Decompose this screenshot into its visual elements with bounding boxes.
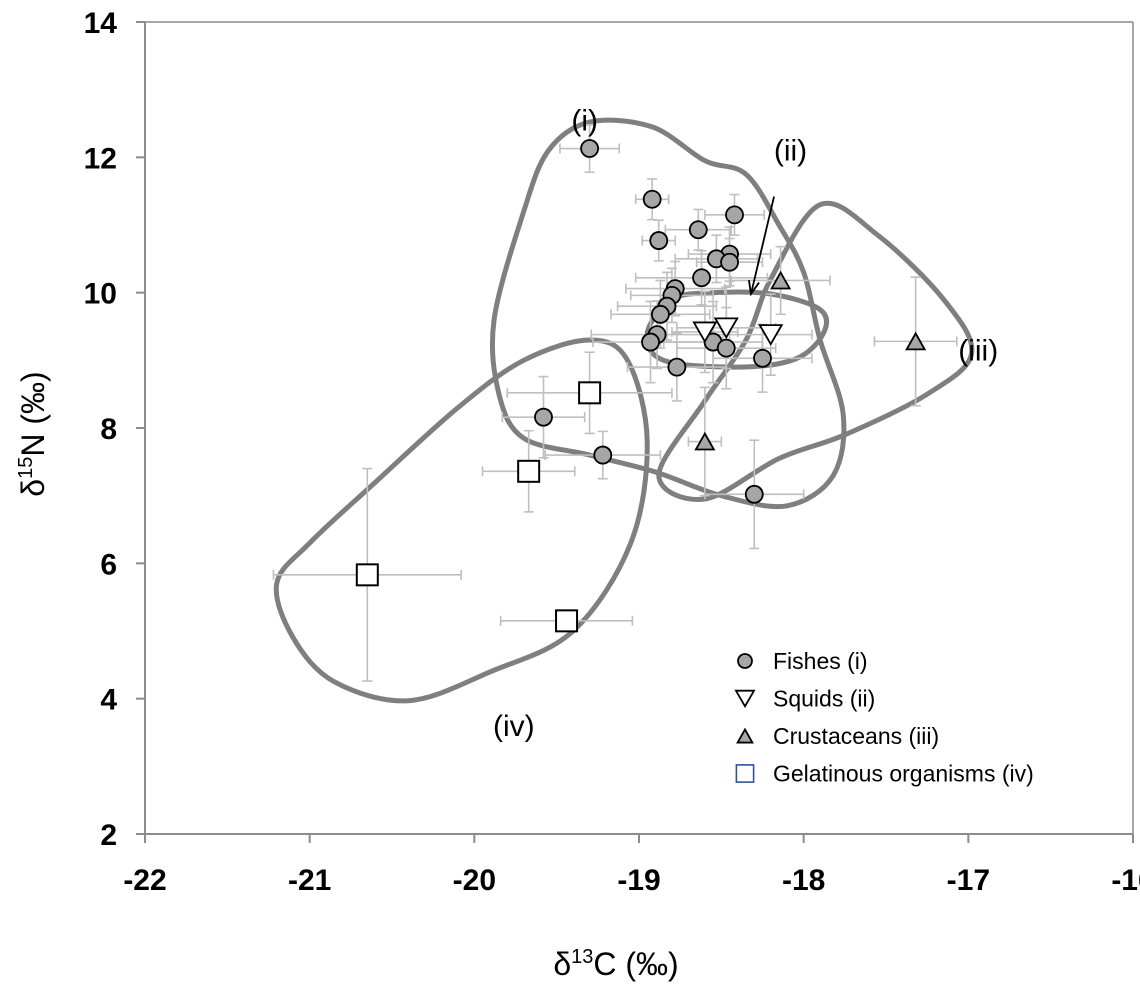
x-tick-label: -20 [453,864,496,897]
data-point-square [517,459,541,483]
data-point-triangle-down [692,321,718,344]
data-point-triangle-up [770,270,792,290]
group-label-3: (iii) [958,334,998,367]
x-axis-title: δ13C (‰) [553,946,678,982]
data-point-triangle-up [905,331,927,351]
arrow-head-icon [748,280,760,297]
group-label-4: (iv) [493,710,535,743]
data-point-circle [642,189,662,209]
legend-marker-circle [737,653,753,669]
x-tick-label: -22 [123,864,166,897]
x-tick-label: -21 [288,864,331,897]
group-envelope-1 [489,117,847,510]
data-point-circle [651,304,670,324]
legend: Fishes (i) Squids (ii) Crustaceans (iii) Ge… [734,648,1034,787]
data-point-circle [716,338,736,358]
data-point-triangle-down [758,324,784,346]
y-tick-label: 4 [100,684,117,717]
x-tick-label: -17 [947,864,990,897]
legend-label: Fishes (i) [773,648,868,674]
y-tick-label: 10 [84,278,117,311]
legend-marker-triangle-up [736,727,754,744]
group-labels: (i) (ii) (iii) (iv) [493,104,998,743]
data-point-circle [641,332,660,352]
legend-label: Squids (ii) [773,686,875,712]
y-tick-label: 8 [100,413,117,446]
legend-label: Crustaceans (iii) [773,723,939,749]
legend-entry: Fishes (i) [737,648,868,674]
x-tick-label: -16 [1111,864,1140,897]
data-point-square [355,563,379,587]
error-bar [634,178,670,221]
group-arrow-line [750,196,775,295]
data-point-square [578,381,602,405]
data-point-circle [667,357,687,377]
group-label-1: (i) [571,104,598,137]
y-tick-label: 14 [84,7,118,40]
data-point-circle [753,348,772,368]
data-point-circle [649,231,669,250]
legend-marker-triangle-down [734,689,756,709]
data-point-circle [744,484,764,504]
group-envelope-3 [656,200,975,502]
group-envelope-4 [273,337,650,704]
data-point-circle [688,220,708,240]
x-tick-label: -18 [782,864,825,897]
group-label-2: (ii) [774,135,807,168]
y-tick-label: 6 [100,548,117,581]
legend-entry: Crustaceans (iii) [736,723,939,749]
y-tick-label: 2 [100,819,117,852]
data-markers [355,139,927,633]
x-tick-label: -19 [617,864,660,897]
legend-entry: Gelatinous organisms (iv) [735,761,1034,787]
data-point-circle [534,407,553,427]
data-point-circle [593,445,613,465]
y-tick-label: 12 [84,142,117,175]
data-point-triangle-up [694,431,716,451]
axes: -22 -21 -20 -19 -18 -17 -16 2 4 6 8 10 12 14 [84,7,1140,897]
data-point-triangle-down [713,317,739,340]
group-envelopes [273,117,975,704]
data-point-circle [725,205,744,225]
data-point-circle [580,139,599,158]
legend-label: Gelatinous organisms (iv) [773,761,1034,787]
error-bars [272,124,958,682]
data-point-circle [692,268,711,288]
legend-marker-square [735,764,755,783]
y-axis-title: δ15N (‰) [15,371,51,496]
legend-entry: Squids (ii) [734,686,875,712]
data-point-square [555,609,579,633]
data-point-circle [720,252,739,272]
